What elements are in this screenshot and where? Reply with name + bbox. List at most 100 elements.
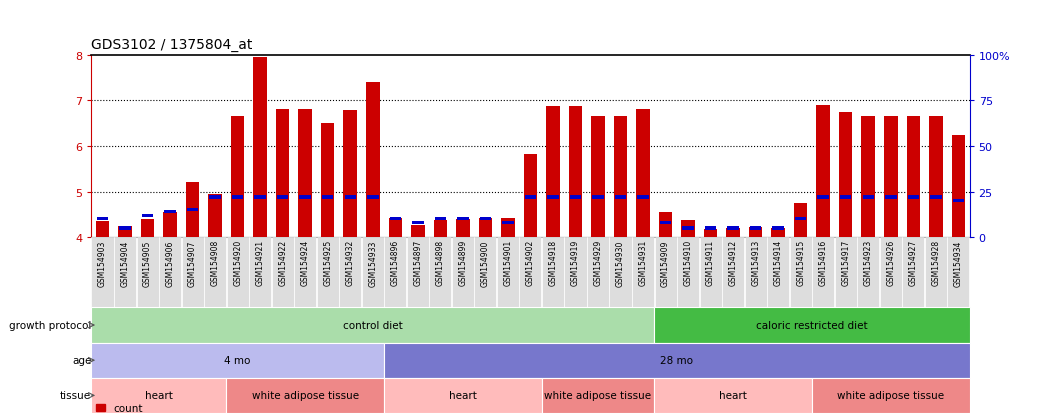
Bar (772, 228, 785, 237)
Bar (654, 308, 970, 343)
Text: GSM154927: GSM154927 (908, 240, 918, 286)
Bar (456, 219, 470, 237)
Text: GSM154919: GSM154919 (571, 240, 580, 286)
Text: GSM154916: GSM154916 (818, 240, 828, 286)
Bar (840, 196, 851, 199)
Bar (339, 237, 361, 308)
Bar (163, 212, 177, 237)
Bar (654, 378, 812, 413)
Bar (812, 237, 834, 308)
Bar (344, 196, 356, 199)
Bar (632, 237, 654, 308)
Bar (541, 378, 654, 413)
Bar (187, 209, 198, 212)
Bar (546, 107, 560, 237)
Text: GDS3102 / 1375804_at: GDS3102 / 1375804_at (91, 38, 253, 52)
Text: GSM154903: GSM154903 (99, 240, 107, 286)
Bar (253, 58, 267, 237)
Bar (839, 113, 852, 237)
Text: GSM154930: GSM154930 (616, 240, 625, 286)
Bar (457, 218, 469, 221)
Bar (749, 228, 762, 237)
Bar (722, 237, 745, 308)
Text: GSM154897: GSM154897 (414, 240, 422, 286)
Bar (520, 237, 541, 308)
Text: caloric restricted diet: caloric restricted diet (756, 320, 868, 330)
Bar (789, 237, 812, 308)
Bar (316, 237, 339, 308)
Bar (564, 237, 587, 308)
Bar (435, 218, 446, 221)
Bar (300, 196, 311, 199)
Bar (654, 237, 676, 308)
Bar (658, 212, 672, 237)
Text: GSM154909: GSM154909 (661, 240, 670, 286)
Bar (91, 343, 384, 378)
Bar (96, 218, 108, 221)
Bar (502, 221, 513, 225)
Bar (587, 237, 609, 308)
Bar (614, 117, 627, 237)
Text: GSM154921: GSM154921 (256, 240, 264, 286)
Bar (727, 227, 738, 230)
Bar (929, 117, 943, 237)
Bar (91, 308, 654, 343)
Text: GSM154902: GSM154902 (526, 240, 535, 286)
Text: GSM154934: GSM154934 (954, 240, 962, 286)
Bar (321, 124, 335, 237)
Bar (610, 237, 632, 308)
Bar (548, 196, 559, 199)
Bar (862, 117, 875, 237)
Bar (91, 237, 114, 308)
Bar (615, 196, 626, 199)
Bar (795, 218, 807, 221)
Bar (726, 228, 739, 237)
Bar (384, 343, 970, 378)
Bar (885, 196, 897, 199)
Bar (181, 237, 203, 308)
Bar (812, 378, 970, 413)
Bar (638, 196, 649, 199)
Bar (411, 225, 424, 237)
Bar (660, 221, 671, 225)
Bar (159, 237, 181, 308)
Bar (433, 220, 447, 237)
Text: GSM154914: GSM154914 (774, 240, 783, 286)
Bar (276, 109, 289, 237)
Bar (366, 83, 380, 237)
Bar (794, 203, 808, 237)
Text: 4 mo: 4 mo (224, 355, 251, 366)
Bar (879, 237, 902, 308)
Bar (497, 237, 518, 308)
Bar (525, 196, 536, 199)
Bar (705, 227, 717, 230)
Text: GSM154904: GSM154904 (120, 240, 130, 286)
Text: heart: heart (145, 390, 173, 401)
Text: white adipose tissue: white adipose tissue (252, 390, 359, 401)
Text: GSM154926: GSM154926 (887, 240, 895, 286)
Text: GSM154925: GSM154925 (324, 240, 332, 286)
Bar (947, 237, 970, 308)
Bar (569, 196, 581, 199)
Bar (385, 237, 407, 308)
Legend: count, percentile rank within the sample: count, percentile rank within the sample (96, 404, 289, 413)
Bar (524, 155, 537, 237)
Bar (863, 196, 874, 199)
Bar (390, 218, 401, 221)
Bar (114, 237, 136, 308)
Bar (119, 227, 131, 230)
Bar (479, 218, 493, 237)
Text: growth protocol: growth protocol (9, 320, 91, 330)
Bar (930, 196, 942, 199)
Bar (542, 237, 564, 308)
Text: GSM154913: GSM154913 (751, 240, 760, 286)
Bar (91, 378, 226, 413)
Bar (137, 237, 159, 308)
Bar (953, 199, 964, 203)
Bar (745, 237, 766, 308)
Bar (902, 237, 924, 308)
Bar (384, 378, 541, 413)
Text: GSM154915: GSM154915 (796, 240, 805, 286)
Bar (700, 237, 722, 308)
Text: GSM154933: GSM154933 (368, 240, 377, 286)
